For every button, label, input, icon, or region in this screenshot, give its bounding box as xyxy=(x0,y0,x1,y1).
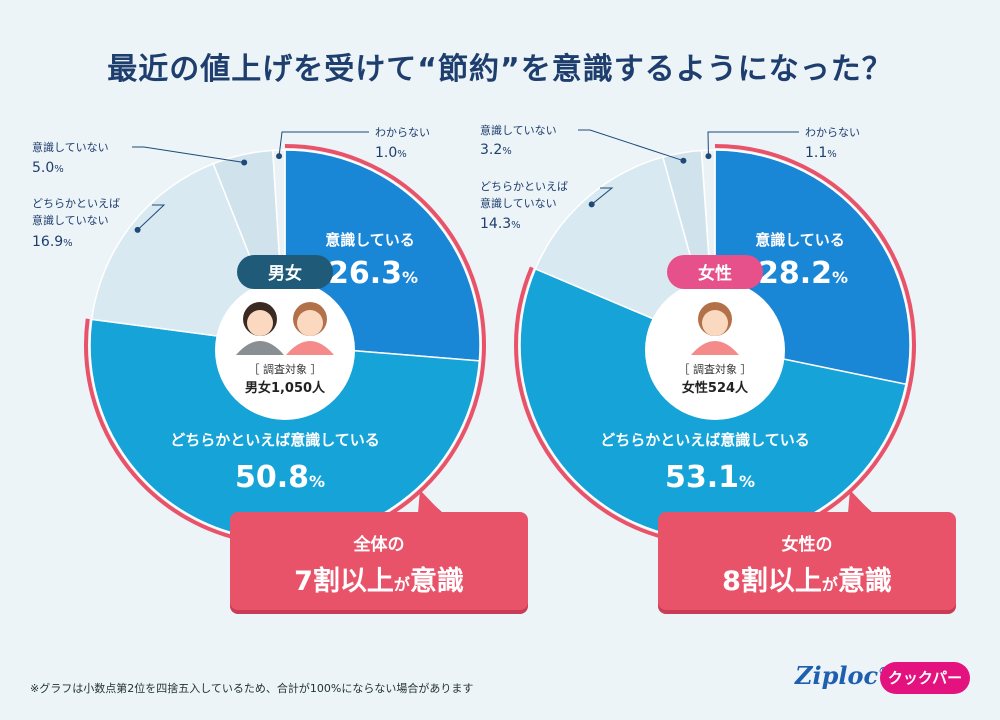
leader-line xyxy=(132,146,245,163)
callout-highlight: 7割以上が意識 xyxy=(294,565,464,597)
slice-label: どちらかといえば意識している xyxy=(170,431,380,449)
badge xyxy=(237,255,333,289)
percent-sign: % xyxy=(832,268,848,287)
slice-label: どちらかといえば意識している xyxy=(600,431,810,449)
percent-sign: % xyxy=(739,472,755,491)
external-label-line: どちらかといえば xyxy=(480,180,568,193)
badge-label: 女性 xyxy=(698,263,732,284)
percent-sign: % xyxy=(511,220,521,231)
footnote: ※グラフは小数点第2位を四捨五入しているため、合計が100%にならない場合があり… xyxy=(30,682,474,695)
accent-ring xyxy=(514,144,916,546)
badge xyxy=(667,255,763,289)
external-value: 1.0% xyxy=(375,145,407,161)
person-face-icon xyxy=(702,310,728,336)
callout-big: 7割以上 xyxy=(294,565,394,597)
callout-tail xyxy=(848,490,872,513)
person-face-icon xyxy=(247,310,273,336)
callout-highlight: 8割以上が意識 xyxy=(722,565,892,597)
external-value: 1.1% xyxy=(805,145,837,161)
leader-line xyxy=(591,187,614,205)
person-body-icon xyxy=(691,341,739,355)
slice-label: 意識している xyxy=(755,231,845,249)
external-label: わからない xyxy=(805,126,860,139)
leader-line xyxy=(578,129,684,162)
badge-label: 男女 xyxy=(268,263,302,284)
leader-line xyxy=(137,204,166,231)
callout-box xyxy=(658,512,956,610)
leader-dot xyxy=(680,157,687,164)
leader-line xyxy=(278,131,369,157)
leader-dot xyxy=(134,226,141,233)
external-value: 5.0% xyxy=(32,160,64,176)
leader-line xyxy=(707,131,799,157)
callout-box xyxy=(230,512,528,610)
callout-tail xyxy=(418,490,442,513)
ziploc-logo: Ziploc® xyxy=(795,661,889,690)
external-label-line: 意識していない xyxy=(480,196,557,210)
leader-dot xyxy=(276,153,283,160)
external-value: 14.3% xyxy=(480,216,521,232)
external-label: 意識していない xyxy=(32,140,109,154)
external-label-line: どちらかといえば xyxy=(32,197,120,210)
leader-dot xyxy=(588,201,595,208)
cookpar-logo: クックパー xyxy=(880,662,970,694)
person-body-icon xyxy=(236,341,284,355)
sample-size: 男女1,050人 xyxy=(245,380,326,396)
leader-dot xyxy=(705,153,712,160)
callout-line1: 女性の xyxy=(782,534,833,555)
percent-sign: % xyxy=(402,268,418,287)
ziploc-logo-text: Ziploc xyxy=(795,661,879,690)
external-value: 3.2% xyxy=(480,142,512,158)
percent-sign: % xyxy=(309,472,325,491)
sample-label: ［ 調査対象 ］ xyxy=(249,362,322,376)
external-label-line: 意識していない xyxy=(32,213,109,227)
percent-sign: % xyxy=(54,164,64,175)
accent-ring xyxy=(84,144,486,546)
sample-label: ［ 調査対象 ］ xyxy=(679,362,752,376)
percent-sign: % xyxy=(397,149,407,160)
callout-line1: 全体の xyxy=(353,534,405,555)
person-face-icon xyxy=(297,310,323,336)
callout-end: 意識 xyxy=(410,565,464,597)
slice-value: 50.8% xyxy=(235,460,325,495)
page-title: 最近の値上げを受けて“節約”を意識するようになった？ xyxy=(107,52,893,87)
sample-size: 女性524人 xyxy=(682,380,749,396)
external-label: 意識していない xyxy=(480,123,557,137)
leader-dot xyxy=(241,159,248,166)
slice-label: 意識している xyxy=(325,231,415,249)
percent-sign: % xyxy=(63,238,73,249)
external-label: わからない xyxy=(375,126,430,139)
person-body-icon xyxy=(286,341,334,355)
callout-end: 意識 xyxy=(838,565,892,597)
center-circle xyxy=(215,280,355,420)
external-value: 16.9% xyxy=(32,234,73,250)
callout-particle: が xyxy=(822,575,838,594)
percent-sign: % xyxy=(502,146,512,157)
percent-sign: % xyxy=(827,149,837,160)
callout-particle: が xyxy=(394,575,410,594)
callout-big: 8割以上 xyxy=(722,565,822,597)
